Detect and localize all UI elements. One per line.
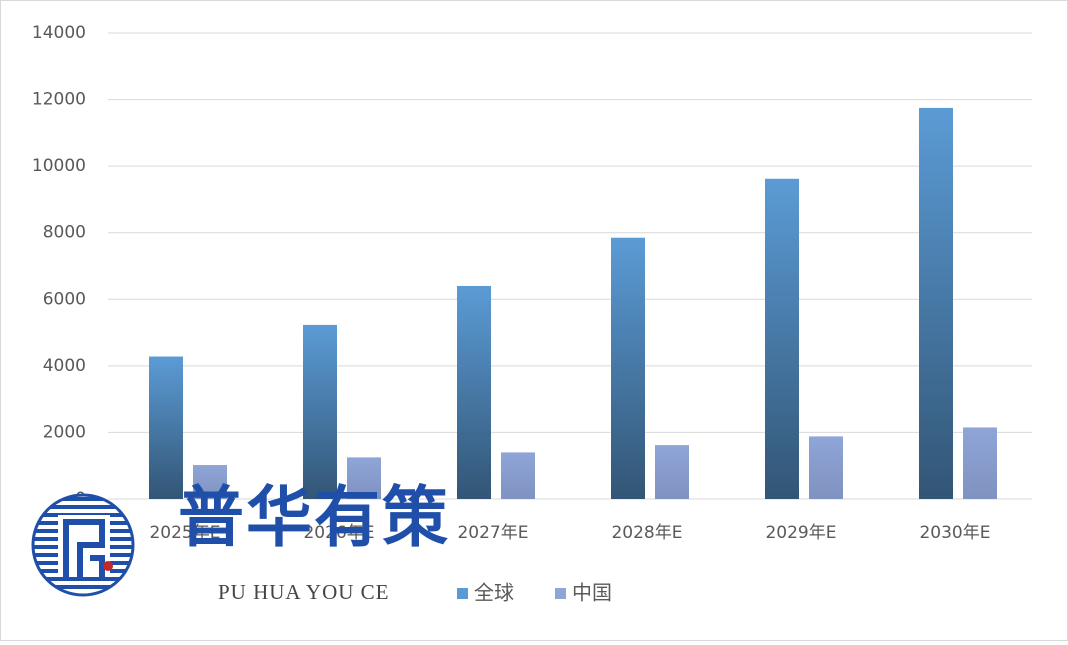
legend-label: 中国 xyxy=(572,581,612,605)
y-tick-label: 6000 xyxy=(43,289,86,309)
bar-shade xyxy=(611,237,645,499)
legend-swatch xyxy=(457,588,468,599)
bar-shade xyxy=(655,445,689,499)
watermark-subtext: PU HUA YOU CE xyxy=(218,580,389,604)
bar-shade xyxy=(193,465,227,499)
bar-shade xyxy=(963,427,997,499)
bar-shade xyxy=(809,436,843,499)
bar-shade xyxy=(149,356,183,499)
y-tick-label: 10000 xyxy=(32,156,86,176)
watermark-logo xyxy=(33,495,133,595)
bar-shade xyxy=(765,178,799,499)
watermark-text: 普华有策 xyxy=(178,479,450,556)
bar-shade xyxy=(457,285,491,499)
x-tick-label: 2025年E xyxy=(149,523,220,543)
y-tick-label: 12000 xyxy=(32,90,86,110)
x-tick-label: 2029年E xyxy=(765,523,836,543)
y-tick-label: 14000 xyxy=(32,23,86,43)
watermark: 普华有策 PU HUA YOU CE xyxy=(31,479,450,604)
y-tick-label: 4000 xyxy=(43,356,86,376)
x-tick-label: 2027年E xyxy=(457,523,528,543)
y-tick-label: 2000 xyxy=(43,422,86,442)
legend-swatch xyxy=(555,588,566,599)
y-tick-label: 8000 xyxy=(43,223,86,243)
bar-shade xyxy=(303,324,337,499)
bar-shade xyxy=(501,452,535,499)
x-tick-label: 2028年E xyxy=(611,523,682,543)
x-tick-label: 2026年E xyxy=(303,523,374,543)
plot-area: 020004000600080001000012000140002025年E20… xyxy=(32,23,1032,605)
legend-label: 全球 xyxy=(474,581,514,605)
x-tick-label: 2030年E xyxy=(919,523,990,543)
bar-shade xyxy=(919,107,953,500)
bar-shade xyxy=(347,457,381,499)
